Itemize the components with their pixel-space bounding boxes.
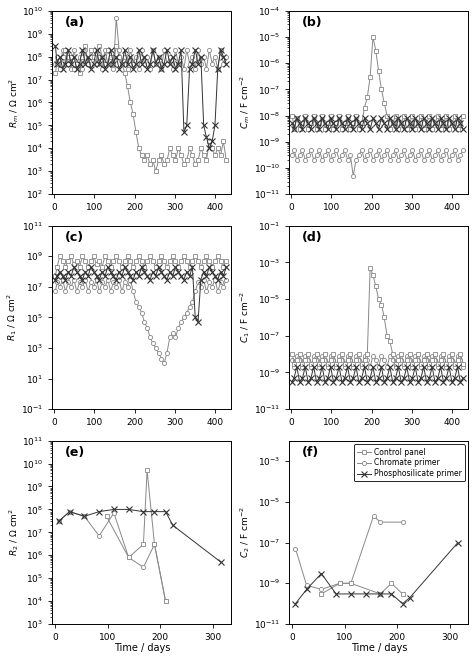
Phosphosilicate primer [407, 594, 413, 602]
Chromate primer [378, 518, 383, 526]
Text: (e): (e) [65, 446, 85, 459]
Phosphosilicate primer [389, 590, 394, 598]
Line: Chromate primer: Chromate primer [293, 514, 405, 592]
Y-axis label: $R_1$ / $\Omega$ cm$^2$: $R_1$ / $\Omega$ cm$^2$ [6, 293, 19, 341]
X-axis label: Time / days: Time / days [351, 643, 407, 654]
Text: (d): (d) [302, 231, 322, 244]
Text: (f): (f) [302, 446, 319, 459]
Phosphosilicate primer [292, 600, 298, 608]
Line: Phosphosilicate primer: Phosphosilicate primer [293, 540, 461, 606]
Control panel [389, 579, 394, 587]
Y-axis label: $R_m$ / $\Omega$ cm$^2$: $R_m$ / $\Omega$ cm$^2$ [7, 77, 20, 128]
Y-axis label: $C_m$ / F cm$^{-2}$: $C_m$ / F cm$^{-2}$ [238, 76, 252, 129]
Chromate primer [292, 545, 298, 553]
Text: (c): (c) [65, 231, 84, 244]
Phosphosilicate primer [333, 590, 339, 598]
Phosphosilicate primer [400, 600, 405, 608]
Text: (b): (b) [302, 16, 322, 29]
Phosphosilicate primer [378, 590, 383, 598]
Control panel [378, 590, 383, 598]
Text: (a): (a) [65, 16, 85, 29]
Line: Control panel: Control panel [319, 581, 405, 596]
Control panel [348, 579, 354, 587]
Chromate primer [348, 579, 354, 587]
Control panel [400, 590, 405, 598]
Chromate primer [337, 579, 343, 587]
X-axis label: Time / days: Time / days [114, 643, 170, 654]
Phosphosilicate primer [319, 569, 324, 577]
Control panel [319, 590, 324, 598]
Phosphosilicate primer [348, 590, 354, 598]
Legend: Control panel, Chromate primer, Phosphosilicate primer: Control panel, Chromate primer, Phosphos… [354, 444, 465, 481]
Phosphosilicate primer [455, 538, 461, 546]
Y-axis label: $C_2$ / F cm$^{-2}$: $C_2$ / F cm$^{-2}$ [238, 506, 253, 558]
Chromate primer [304, 581, 310, 589]
Control panel [337, 579, 343, 587]
Chromate primer [319, 585, 324, 593]
Phosphosilicate primer [304, 585, 310, 593]
Y-axis label: $R_2$ / $\Omega$ cm$^2$: $R_2$ / $\Omega$ cm$^2$ [7, 508, 20, 556]
Y-axis label: $C_1$ / F cm$^{-2}$: $C_1$ / F cm$^{-2}$ [238, 291, 253, 343]
Phosphosilicate primer [363, 590, 368, 598]
Chromate primer [371, 512, 376, 520]
Chromate primer [400, 518, 405, 526]
